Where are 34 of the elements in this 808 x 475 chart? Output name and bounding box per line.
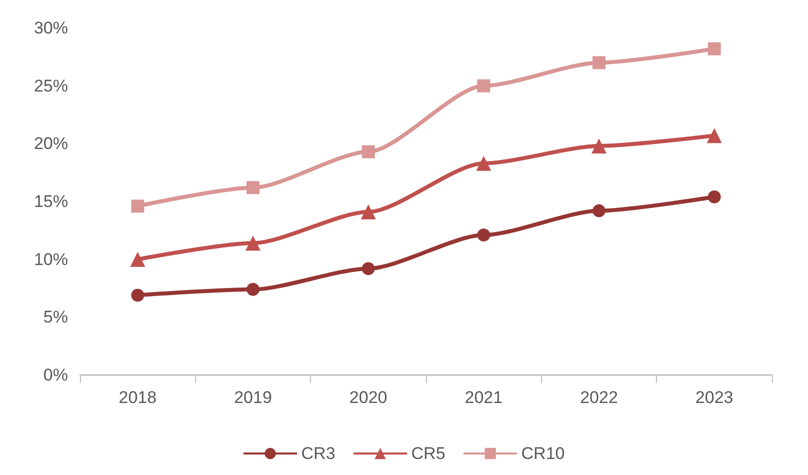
point xyxy=(246,236,260,251)
point xyxy=(476,156,492,171)
point xyxy=(708,42,721,56)
y-tick-label: 15% xyxy=(34,192,68,211)
point xyxy=(708,190,721,204)
point xyxy=(131,288,144,302)
y-tick-label: 20% xyxy=(34,134,68,154)
legend-label: CR5 xyxy=(411,444,446,463)
point xyxy=(246,282,260,296)
point xyxy=(592,204,606,218)
x-tick-label: 2020 xyxy=(349,388,388,407)
point xyxy=(592,138,606,154)
point xyxy=(360,204,376,220)
point xyxy=(592,56,606,70)
legend-label: CR3 xyxy=(301,444,336,463)
point xyxy=(477,228,490,242)
point xyxy=(362,145,375,158)
point xyxy=(706,128,722,144)
point xyxy=(477,79,490,92)
y-tick-label: 0% xyxy=(43,366,68,384)
legend-label: CR10 xyxy=(521,444,565,463)
x-tick-label: 2021 xyxy=(464,388,503,407)
point xyxy=(246,181,260,194)
y-tick-label: 25% xyxy=(34,76,68,96)
point xyxy=(130,252,146,267)
y-tick-label: 30% xyxy=(34,18,68,38)
x-tick-label: 2022 xyxy=(580,388,618,407)
x-tick-label: 2018 xyxy=(118,388,157,407)
y-tick-label: 10% xyxy=(34,250,68,269)
y-tick-label: 5% xyxy=(43,308,68,327)
x-tick-label: 2023 xyxy=(695,388,734,407)
x-tick-label: 2019 xyxy=(234,388,272,407)
point xyxy=(131,200,144,213)
point xyxy=(362,262,375,276)
